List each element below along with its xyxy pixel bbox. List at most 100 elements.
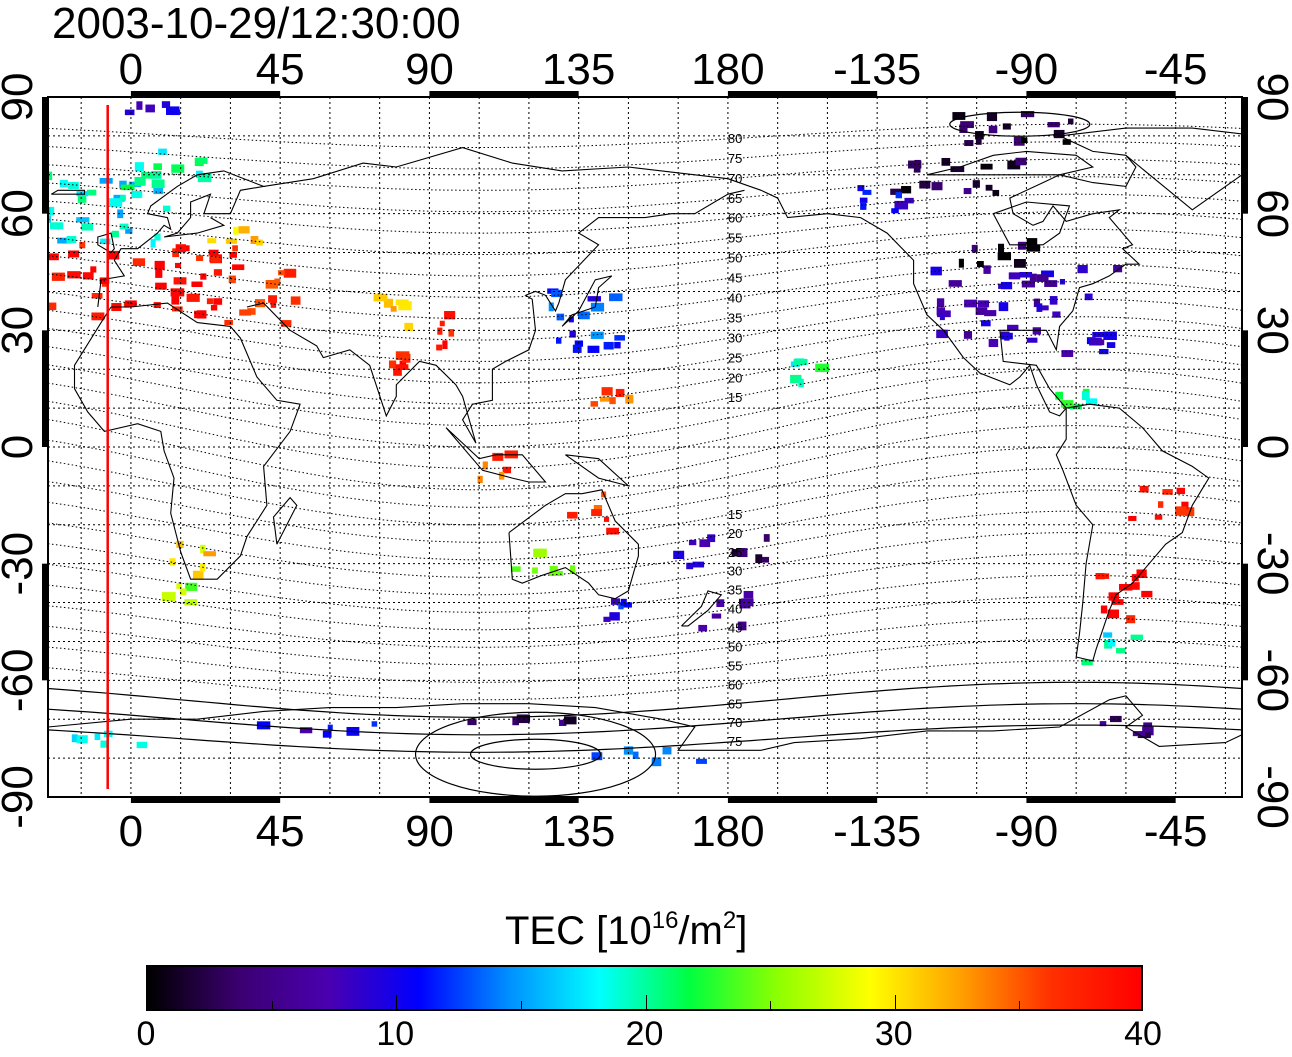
contour-label: 65: [728, 696, 742, 711]
tec-cell: [975, 307, 988, 315]
tec-patch: [48, 171, 171, 248]
contour-label: 40: [728, 290, 742, 305]
timestamp-title: 2003-10-29/12:30:00: [52, 0, 461, 48]
tec-cell: [857, 185, 865, 192]
tec-cell: [200, 273, 207, 280]
tec-cell: [1113, 265, 1123, 273]
tec-cell: [1015, 157, 1027, 166]
tec-cell: [141, 172, 154, 179]
tec-cell: [1041, 270, 1054, 278]
tec-cell: [1000, 281, 1013, 290]
tec-cell: [1038, 305, 1049, 311]
contour-label: 30: [728, 330, 742, 345]
tec-cell: [587, 345, 600, 353]
tec-cell: [192, 570, 204, 580]
tec-cell: [737, 621, 747, 631]
tec-cell: [699, 539, 711, 548]
tec-cell: [984, 310, 997, 317]
tec-cell: [395, 299, 409, 306]
frame-bar-bottom: [727, 797, 878, 803]
contour-line: [48, 176, 1242, 213]
coastline: [445, 427, 547, 483]
tec-cell: [404, 322, 413, 331]
frame-bar-top: [130, 91, 281, 97]
tec-cell: [587, 296, 601, 302]
tec-cell: [482, 461, 488, 470]
lon-tick-label-bottom: 0: [119, 807, 143, 856]
coastline: [561, 275, 613, 327]
tec-cell: [1141, 590, 1153, 598]
tec-cell: [280, 320, 292, 327]
lon-tick-label-top: 45: [256, 45, 305, 94]
tec-cell: [1036, 274, 1049, 282]
tec-cell: [153, 302, 161, 309]
tec-cell: [265, 279, 279, 289]
tec-cell: [154, 233, 161, 241]
tec-cell: [688, 539, 697, 546]
tec-cell: [533, 548, 547, 558]
tec-cell: [1154, 514, 1163, 520]
tec-cell: [48, 206, 55, 216]
coastline: [263, 147, 762, 191]
tec-cell: [153, 163, 162, 171]
tec-cell: [206, 298, 213, 305]
contour-label: 45: [728, 621, 742, 636]
lon-tick-label-top: -135: [833, 45, 921, 94]
tec-patch: [731, 534, 770, 564]
tec-cell: [625, 394, 634, 404]
tec-cell: [603, 616, 611, 622]
tec-cell: [210, 255, 221, 263]
tec-cell: [1081, 391, 1090, 401]
tec-cell: [184, 599, 198, 606]
colorbar-tick-label: 10: [376, 1015, 415, 1053]
contour-label: 35: [728, 310, 742, 325]
tec-cell: [1107, 638, 1116, 647]
tec-cell: [274, 278, 281, 286]
contour-label: 55: [728, 658, 742, 673]
tec-cell: [1175, 506, 1187, 516]
tec-cell: [176, 583, 182, 589]
tec-cell: [145, 104, 155, 113]
tec-cell: [290, 296, 301, 305]
tec-cell: [232, 264, 245, 271]
tec-cell: [239, 309, 252, 316]
tec-cell: [57, 237, 72, 244]
tec-cell: [558, 719, 567, 726]
tec-cell: [998, 302, 1009, 312]
colorbar-tick-mark: [396, 995, 398, 1009]
tec-cell: [225, 238, 237, 244]
lat-tick-label-left: -60: [0, 649, 42, 713]
lon-tick-label-bottom: 90: [405, 807, 454, 856]
frame-bar-left: [42, 330, 48, 447]
tec-patch: [510, 548, 576, 576]
tec-cell: [976, 261, 984, 268]
tec-cell: [502, 466, 512, 474]
tec-patch: [673, 534, 716, 570]
tec-cell: [213, 298, 223, 305]
tec-cell: [1100, 605, 1108, 614]
tec-cell: [373, 294, 388, 302]
tec-cell: [1092, 331, 1105, 338]
lat-tick-label-right: 30: [1248, 306, 1292, 355]
tec-cell: [120, 184, 135, 191]
tec-cell: [125, 228, 133, 234]
tec-cell: [1029, 273, 1037, 282]
tec-cell: [1020, 111, 1035, 118]
tec-cell: [1026, 337, 1038, 343]
tec-cell: [76, 735, 88, 744]
colorbar-tick-mark: [894, 995, 896, 1009]
tec-cell: [859, 197, 868, 203]
tec-cell: [67, 271, 81, 279]
lat-tick-label-right: -30: [1248, 532, 1292, 596]
tec-cell: [1131, 574, 1139, 582]
lat-tick-label-right: 90: [1248, 73, 1292, 122]
tec-cell: [66, 236, 77, 244]
tec-cell: [958, 258, 964, 268]
contour-line: [48, 141, 1242, 170]
tec-cell: [398, 301, 412, 311]
tec-cell: [213, 269, 222, 276]
tec-patch: [207, 226, 263, 246]
tec-cell: [662, 747, 672, 755]
tec-cell: [442, 340, 448, 350]
tec-cell: [19, 283, 25, 289]
